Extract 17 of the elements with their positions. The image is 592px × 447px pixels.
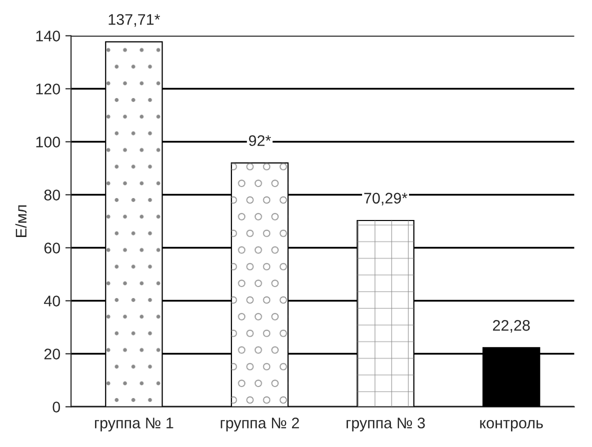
y-tick-label: 80 [44,190,60,200]
y-tick-label: 100 [36,136,60,148]
data-label: 70,29* [364,192,408,206]
x-tick-label: группа № 2 [220,418,299,432]
x-tick-label: контроль [480,420,543,432]
y-tick-label: 140 [36,30,60,42]
y-tick-label: 40 [44,296,60,306]
y-tick-label: 60 [44,242,60,254]
y-tick-label: 120 [36,84,60,94]
y-axis-title: Е/мл [15,205,27,237]
data-label: 22,28 [492,320,530,333]
x-tick-label: группа № 3 [346,418,425,432]
data-label: 137,71* [108,14,160,27]
y-tick-label: 20 [44,348,60,360]
y-tick-label: 0 [52,402,60,412]
x-tick-label: группа № 1 [95,418,174,432]
data-label: 92* [248,135,271,146]
